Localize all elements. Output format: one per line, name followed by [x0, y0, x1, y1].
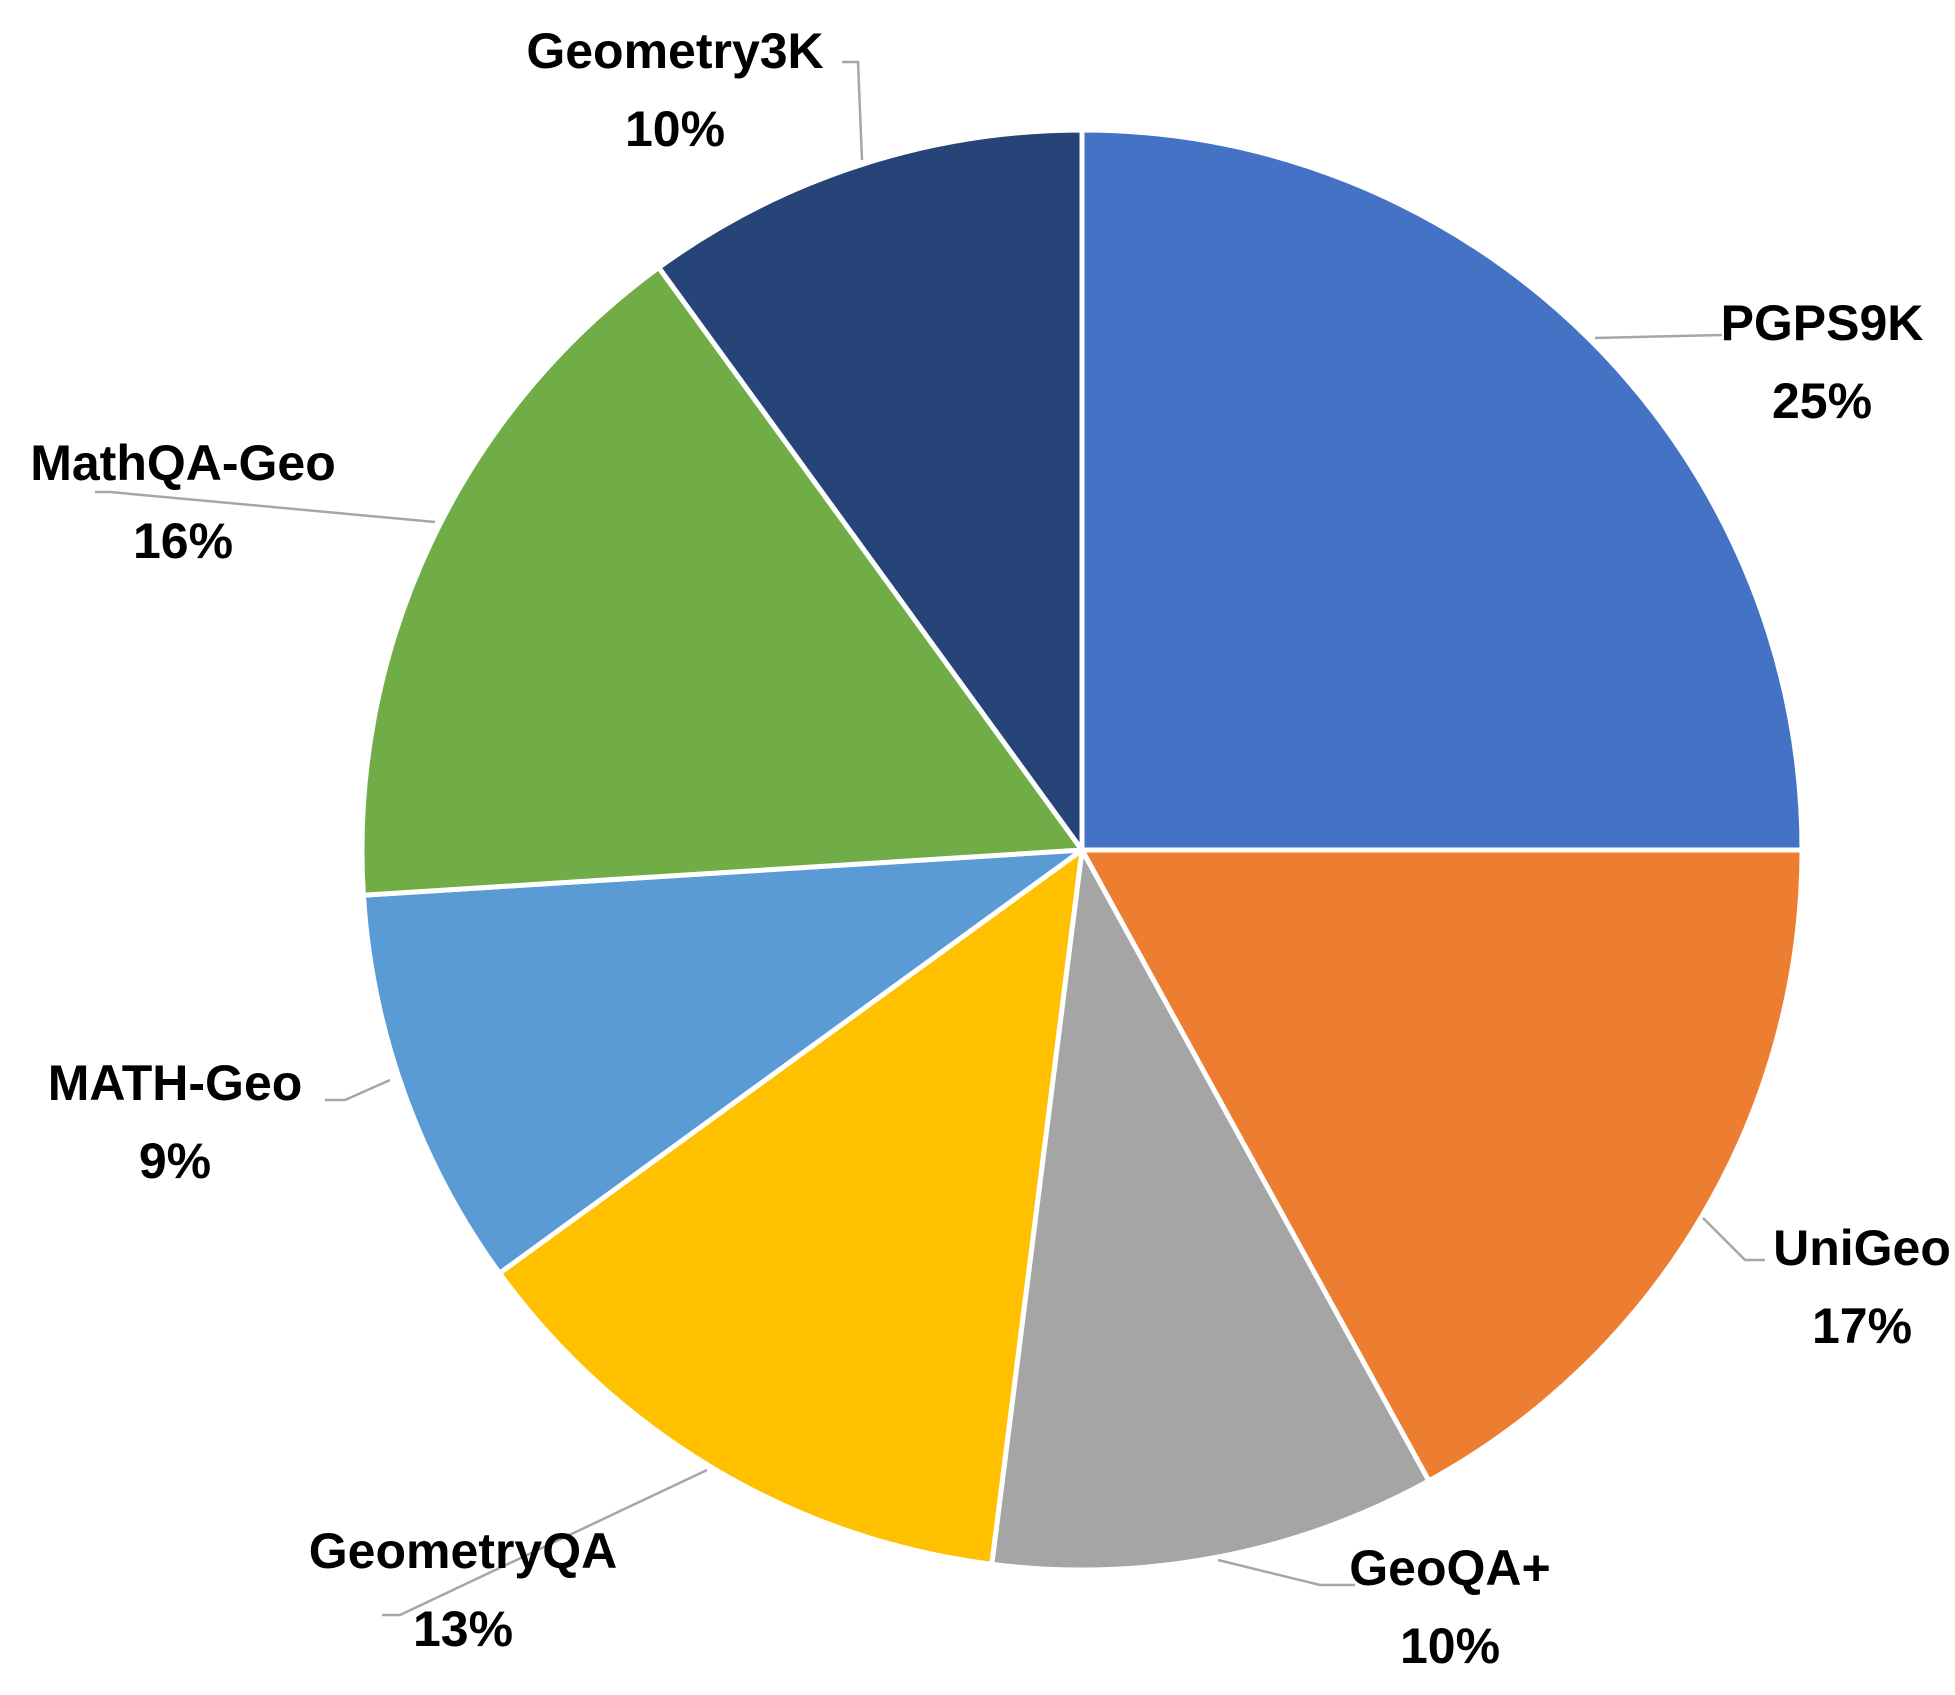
slice-name-label: MathQA-Geo	[30, 435, 336, 491]
pie-slices	[359, 127, 1805, 1573]
slice-percent-label: 25%	[1772, 373, 1872, 429]
leader-lines	[95, 60, 1765, 1617]
slice-name-label: MATH-Geo	[48, 1055, 303, 1111]
pie-slice-mathqa-geo	[359, 265, 1085, 898]
slice-percent-label: 10%	[625, 101, 725, 157]
leader-line	[1594, 333, 1723, 340]
slice-percent-label: 13%	[413, 1601, 513, 1657]
leader-line	[1702, 1217, 1765, 1262]
pie-slice-math-geo	[360, 847, 1085, 1276]
pie-slice-geometry3k	[656, 127, 1085, 853]
leader-line	[325, 1078, 391, 1102]
leader-line	[95, 490, 436, 524]
slice-name-label: GeoQA+	[1349, 1540, 1550, 1596]
slice-percent-label: 10%	[1400, 1618, 1500, 1674]
slice-percent-label: 17%	[1812, 1298, 1912, 1354]
pie-slice-geoqa	[989, 847, 1432, 1573]
slice-percent-label: 16%	[133, 513, 233, 569]
slice-name-label: GeometryQA	[309, 1523, 617, 1579]
data-labels: PGPS9K 25% UniGeo 17% GeoQA+ 10% GeometryQA 13%…	[30, 23, 1951, 1674]
slice-percent-label: 9%	[139, 1133, 211, 1189]
slice-name-label: Geometry3K	[526, 23, 823, 79]
leader-line	[382, 1468, 708, 1617]
slice-name-label: PGPS9K	[1721, 295, 1924, 351]
slice-name-label: UniGeo	[1773, 1220, 1951, 1276]
leader-line	[1217, 1558, 1355, 1587]
pie-slice-unigeo	[1079, 847, 1805, 1484]
pie-slice-pgps9k	[1079, 127, 1805, 853]
pie-slice-geometryqa	[497, 847, 1085, 1567]
leader-line	[842, 60, 864, 161]
